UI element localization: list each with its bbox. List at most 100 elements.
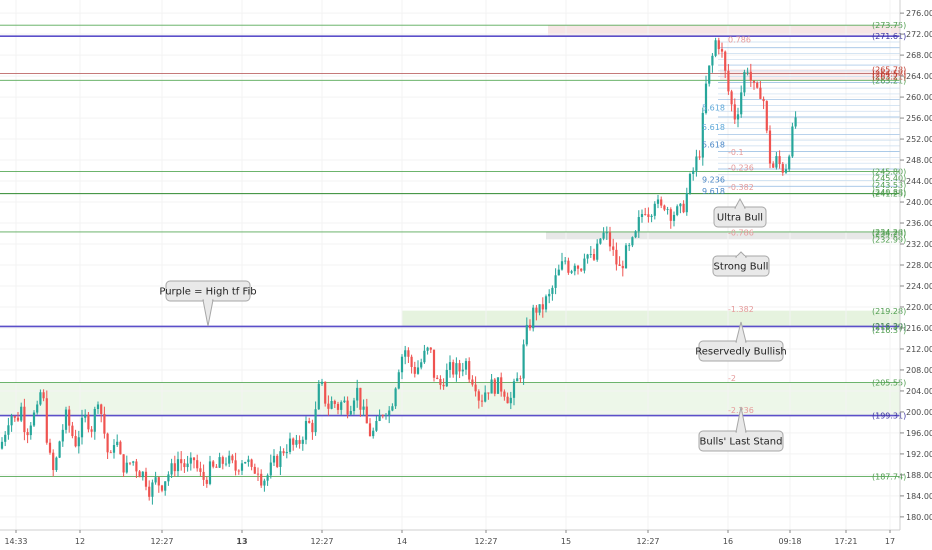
price-level-label: (187.74) xyxy=(872,472,906,481)
fib-ratio-label: 5.618 xyxy=(702,140,725,149)
candle-body xyxy=(714,40,717,56)
candle-body xyxy=(442,384,445,387)
candle-body xyxy=(682,203,685,213)
candle-body xyxy=(772,163,775,168)
reserved-bull-zone xyxy=(402,310,900,327)
callout-label: Reservedly Bullish xyxy=(695,347,787,358)
callout-label: Bulls' Last Stand xyxy=(700,437,783,448)
candle-body xyxy=(36,404,39,413)
candle-body xyxy=(362,406,365,410)
price-level-label: (216.39) xyxy=(872,322,906,331)
candle-body xyxy=(749,71,752,81)
candle-body xyxy=(218,457,221,468)
candle-body xyxy=(477,391,480,401)
candle-body xyxy=(570,271,573,273)
price-level-label: (273.75) xyxy=(872,21,906,30)
price-level-label: (232.99) xyxy=(872,235,906,244)
candle-body xyxy=(583,258,586,271)
candle-body xyxy=(458,363,461,372)
fib-ratio-label: 5.618 xyxy=(702,104,725,113)
candle-body xyxy=(506,396,509,404)
candle-body xyxy=(260,473,263,486)
candle-body xyxy=(650,215,653,217)
candle-body xyxy=(100,404,103,414)
candle-body xyxy=(45,398,48,443)
callouts-layer: Purple = High tf Fib Ultra Bull Strong Bul… xyxy=(159,197,787,452)
price-tick-label: 196.00 xyxy=(906,429,932,438)
candle-body xyxy=(420,362,423,368)
callout-box: Reservedly Bullish xyxy=(695,321,787,362)
candles-layer xyxy=(0,37,797,505)
price-tick-label: 260.00 xyxy=(906,93,932,102)
candle-body xyxy=(96,404,100,409)
candle-body xyxy=(221,457,224,464)
candle-body xyxy=(554,275,557,288)
fib-ratio-label: 9.236 xyxy=(702,175,725,184)
price-level-label: (234.28) xyxy=(872,228,906,237)
candle-body xyxy=(602,232,605,239)
candle-body xyxy=(676,206,679,215)
price-level-label: (241.25) xyxy=(872,190,906,199)
candle-body xyxy=(756,82,759,88)
candle-body xyxy=(596,243,599,260)
candle-body xyxy=(628,245,631,247)
candle-body xyxy=(496,377,500,394)
candle-body xyxy=(346,400,349,415)
price-level-label: (263.21) xyxy=(872,73,906,82)
candle-body xyxy=(426,347,429,351)
candle-body xyxy=(103,413,106,434)
candle-body xyxy=(487,392,490,394)
price-level-label: (219.28) xyxy=(872,307,906,316)
candle-body xyxy=(541,304,544,310)
candle-body xyxy=(784,169,788,173)
price-tick-label: 216.00 xyxy=(906,324,932,333)
candle-body xyxy=(637,217,640,232)
fib-ratio-label: 5.618 xyxy=(702,123,725,132)
candle-body xyxy=(10,416,13,426)
candle-body xyxy=(660,199,663,206)
price-tick-label: 200.00 xyxy=(906,408,932,417)
candle-body xyxy=(730,91,733,105)
candle-body xyxy=(52,452,55,471)
candle-body xyxy=(237,470,240,472)
fib-ratio-label: -0.382 xyxy=(728,183,754,192)
time-axis[interactable]: 14:33 12 12:27 13 12:27 14 12:27 15 12:27 16 09:18… xyxy=(0,529,900,546)
fib-ratio-label: 0.786 xyxy=(728,35,751,44)
candle-body xyxy=(272,455,276,463)
support-zone-band xyxy=(0,382,900,416)
price-tick-label: 220.00 xyxy=(906,303,932,312)
candle-body xyxy=(704,83,708,113)
callout-label: Ultra Bull xyxy=(717,213,763,224)
candle-body xyxy=(407,350,410,357)
candle-body xyxy=(7,425,10,435)
price-tick-label: 248.00 xyxy=(906,156,932,165)
candle-body xyxy=(61,429,64,442)
candle-body xyxy=(781,164,784,173)
time-tick-label: 13 xyxy=(236,537,247,546)
candle-body xyxy=(276,455,279,467)
candle-body xyxy=(352,400,356,412)
price-tick-label: 212.00 xyxy=(906,345,932,354)
candle-body xyxy=(692,170,695,174)
fib-ratio-label: -0.786 xyxy=(728,228,754,237)
candle-body xyxy=(519,378,522,380)
candle-body xyxy=(224,463,228,465)
candle-body xyxy=(695,156,698,171)
price-axis[interactable]: 180.00 184.00 188.00 192.00 196.00 200.00 204.… xyxy=(899,0,932,530)
callout-label: Strong Bull xyxy=(714,262,769,273)
candle-body xyxy=(474,384,477,392)
price-tick-label: 276.00 xyxy=(906,9,932,18)
candle-body xyxy=(29,425,32,436)
price-tick-label: 184.00 xyxy=(906,492,932,501)
candle-body xyxy=(439,378,442,385)
candle-body xyxy=(212,461,215,467)
price-tick-label: 252.00 xyxy=(906,135,932,144)
candle-body xyxy=(608,232,612,247)
candle-body xyxy=(560,261,564,270)
candle-body xyxy=(231,455,234,461)
candle-body xyxy=(775,156,778,168)
candle-body xyxy=(778,156,781,165)
candle-body xyxy=(244,462,247,464)
